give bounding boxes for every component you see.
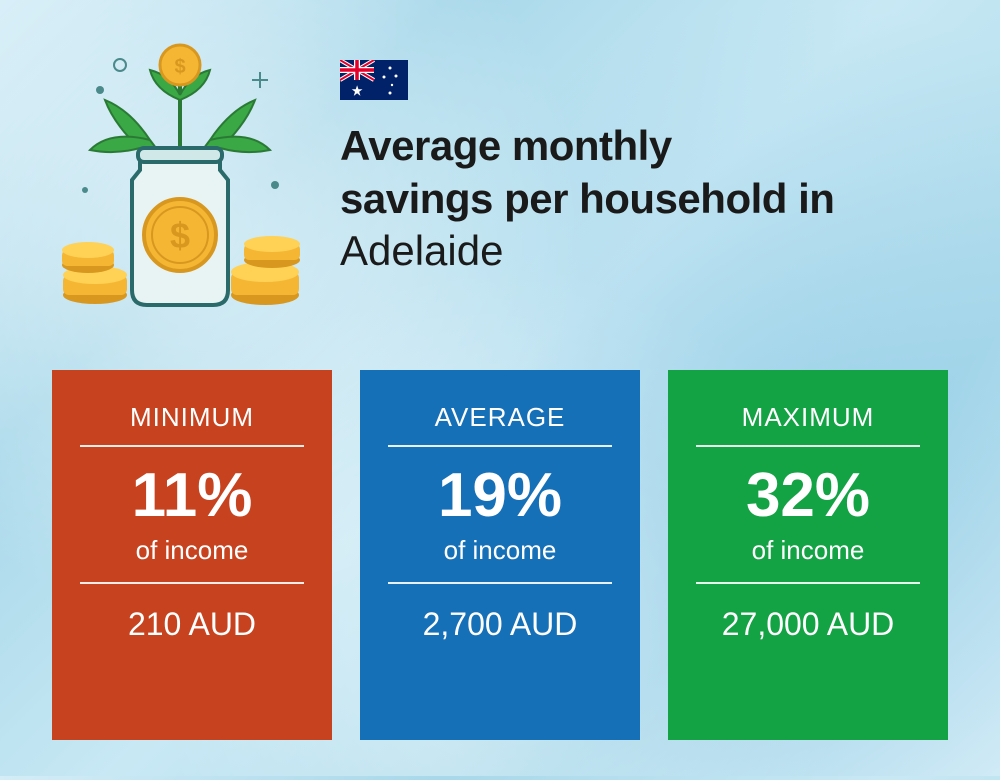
- svg-text:$: $: [170, 215, 190, 256]
- card-amount: 210 AUD: [80, 606, 304, 643]
- card-percent: 32%: [696, 465, 920, 527]
- title-line-1: Average monthly: [340, 120, 950, 173]
- card-sub: of income: [696, 535, 920, 584]
- stat-cards-row: MINIMUM 11% of income 210 AUD AVERAGE 19…: [50, 370, 950, 740]
- title-line-2: savings per household in: [340, 173, 950, 226]
- card-percent: 11%: [80, 465, 304, 527]
- coin-stack-right: [231, 236, 300, 305]
- australia-flag-icon: [340, 60, 408, 100]
- infographic-container: $ $: [0, 0, 1000, 780]
- card-average: AVERAGE 19% of income 2,700 AUD: [360, 370, 640, 740]
- coin-stack-left: [62, 242, 127, 304]
- card-sub: of income: [80, 535, 304, 584]
- header-row: $ $: [50, 40, 950, 320]
- card-label: MAXIMUM: [696, 402, 920, 447]
- jar-icon: $: [132, 148, 228, 305]
- header-text: Average monthly savings per household in…: [340, 40, 950, 278]
- card-percent: 19%: [388, 465, 612, 527]
- card-amount: 27,000 AUD: [696, 606, 920, 643]
- card-minimum: MINIMUM 11% of income 210 AUD: [52, 370, 332, 740]
- card-label: AVERAGE: [388, 402, 612, 447]
- card-maximum: MAXIMUM 32% of income 27,000 AUD: [668, 370, 948, 740]
- card-sub: of income: [388, 535, 612, 584]
- svg-text:$: $: [174, 56, 185, 78]
- card-amount: 2,700 AUD: [388, 606, 612, 643]
- title-city: Adelaide: [340, 225, 950, 278]
- savings-jar-illustration: $ $: [50, 40, 310, 320]
- card-label: MINIMUM: [80, 402, 304, 447]
